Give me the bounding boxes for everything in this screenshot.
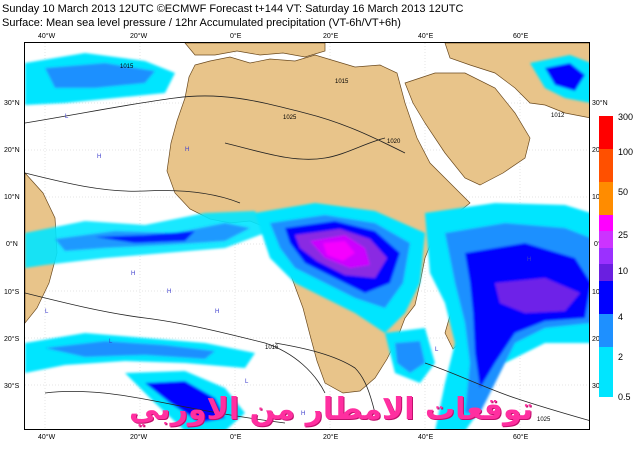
isobar-label: 1015 — [120, 64, 134, 70]
lon-tick-bottom: 60°E — [513, 434, 529, 441]
lon-tick-bottom: 20°W — [130, 434, 148, 441]
legend-swatch — [599, 248, 613, 264]
legend-swatch — [599, 215, 613, 231]
svg-text:L: L — [435, 347, 439, 353]
svg-text:L: L — [65, 114, 69, 120]
lat-tick-left: 30°S — [4, 383, 20, 390]
lon-tick-top: 40°W — [38, 33, 56, 40]
lon-tick-bottom: 40°E — [418, 434, 434, 441]
svg-text:H: H — [167, 289, 171, 295]
lon-tick-bottom: 0°E — [230, 434, 242, 441]
lon-tick-top: 0°E — [230, 33, 242, 40]
lon-tick-top: 60°E — [513, 33, 529, 40]
forecast-title: Sunday 10 March 2013 12UTC ©ECMWF Foreca… — [2, 3, 464, 15]
forecast-subtitle: Surface: Mean sea level pressure / 12hr … — [2, 17, 401, 29]
svg-text:H: H — [185, 147, 189, 153]
pressure-centres: L H H H H L L H H H L L — [45, 114, 531, 417]
forecast-map: 1015 1025 1020 1015 1012 1016 1025 L H H H… — [24, 42, 590, 430]
legend-label: 2 — [618, 352, 624, 362]
svg-text:L: L — [45, 309, 49, 315]
isobar-label: 1020 — [387, 139, 401, 145]
legend-swatch — [599, 149, 613, 182]
legend-label: 10 — [618, 266, 629, 276]
lat-tick-left: 20°N — [4, 147, 20, 154]
lat-tick-left: 10°N — [4, 194, 20, 201]
lat-tick-left: 0°N — [6, 241, 18, 248]
isobar-labels: 1015 1025 1020 1015 1012 1016 1025 — [120, 64, 565, 423]
legend-label: 25 — [618, 230, 629, 240]
svg-text:H: H — [131, 271, 135, 277]
map-canvas: 1015 1025 1020 1015 1012 1016 1025 L H H H… — [25, 43, 589, 429]
lat-tick-left: 10°S — [4, 289, 20, 296]
legend-swatch — [599, 116, 613, 149]
legend-swatch — [599, 314, 613, 347]
svg-text:H: H — [301, 411, 305, 417]
legend-swatch — [599, 347, 613, 397]
isobars — [25, 95, 589, 424]
precipitation — [25, 53, 589, 429]
lat-tick-left: 30°N — [4, 100, 20, 107]
legend-swatch — [599, 264, 613, 281]
lon-tick-bottom: 20°E — [323, 434, 339, 441]
lon-tick-top: 20°W — [130, 33, 148, 40]
isobar-label: 1025 — [537, 417, 551, 423]
legend-label: 100 — [618, 147, 634, 157]
svg-text:L: L — [245, 379, 249, 385]
svg-text:H: H — [97, 154, 101, 160]
isobar-label: 1015 — [335, 79, 349, 85]
lon-tick-top: 20°E — [323, 33, 339, 40]
lat-tick-left: 20°S — [4, 336, 20, 343]
legend-swatch — [599, 182, 613, 215]
legend-swatch — [599, 231, 613, 248]
legend-label: 300 — [618, 112, 634, 122]
lon-tick-bottom: 40°W — [38, 434, 56, 441]
isobar-label: 1012 — [551, 113, 565, 119]
svg-text:L: L — [109, 339, 113, 345]
watermark-caption: توقعات الامطار من الاوربي — [128, 392, 534, 427]
lon-tick-top: 40°E — [418, 33, 434, 40]
legend-label: 50 — [618, 187, 629, 197]
legend-label: 4 — [618, 312, 624, 322]
isobar-label: 1016 — [265, 345, 279, 351]
legend-swatch — [599, 281, 613, 314]
legend-label: 0.5 — [618, 392, 631, 402]
svg-text:H: H — [527, 257, 531, 263]
lat-tick-right: 30°N — [592, 100, 608, 107]
svg-text:H: H — [215, 309, 219, 315]
isobar-label: 1025 — [283, 115, 297, 121]
